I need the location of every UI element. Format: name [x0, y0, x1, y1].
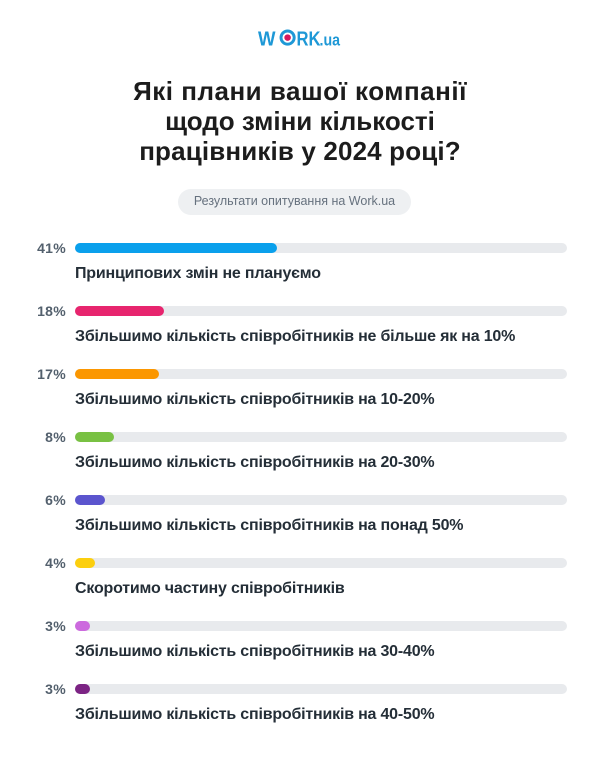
svg-text:W: W — [258, 28, 276, 51]
svg-text:RK: RK — [297, 28, 321, 51]
svg-text:.ua: .ua — [320, 31, 341, 50]
